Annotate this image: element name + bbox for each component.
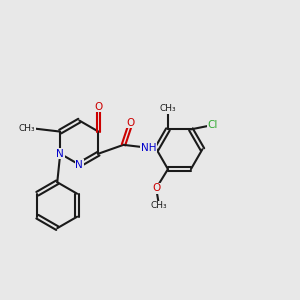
Text: NH: NH xyxy=(141,143,156,153)
Text: N: N xyxy=(56,149,64,159)
Text: O: O xyxy=(152,183,160,193)
Text: CH₃: CH₃ xyxy=(19,124,35,133)
Text: CH₃: CH₃ xyxy=(160,104,176,113)
Text: CH₃: CH₃ xyxy=(151,202,167,211)
Text: O: O xyxy=(94,102,103,112)
Text: Cl: Cl xyxy=(208,120,218,130)
Text: N: N xyxy=(76,160,83,170)
Text: O: O xyxy=(127,118,135,128)
